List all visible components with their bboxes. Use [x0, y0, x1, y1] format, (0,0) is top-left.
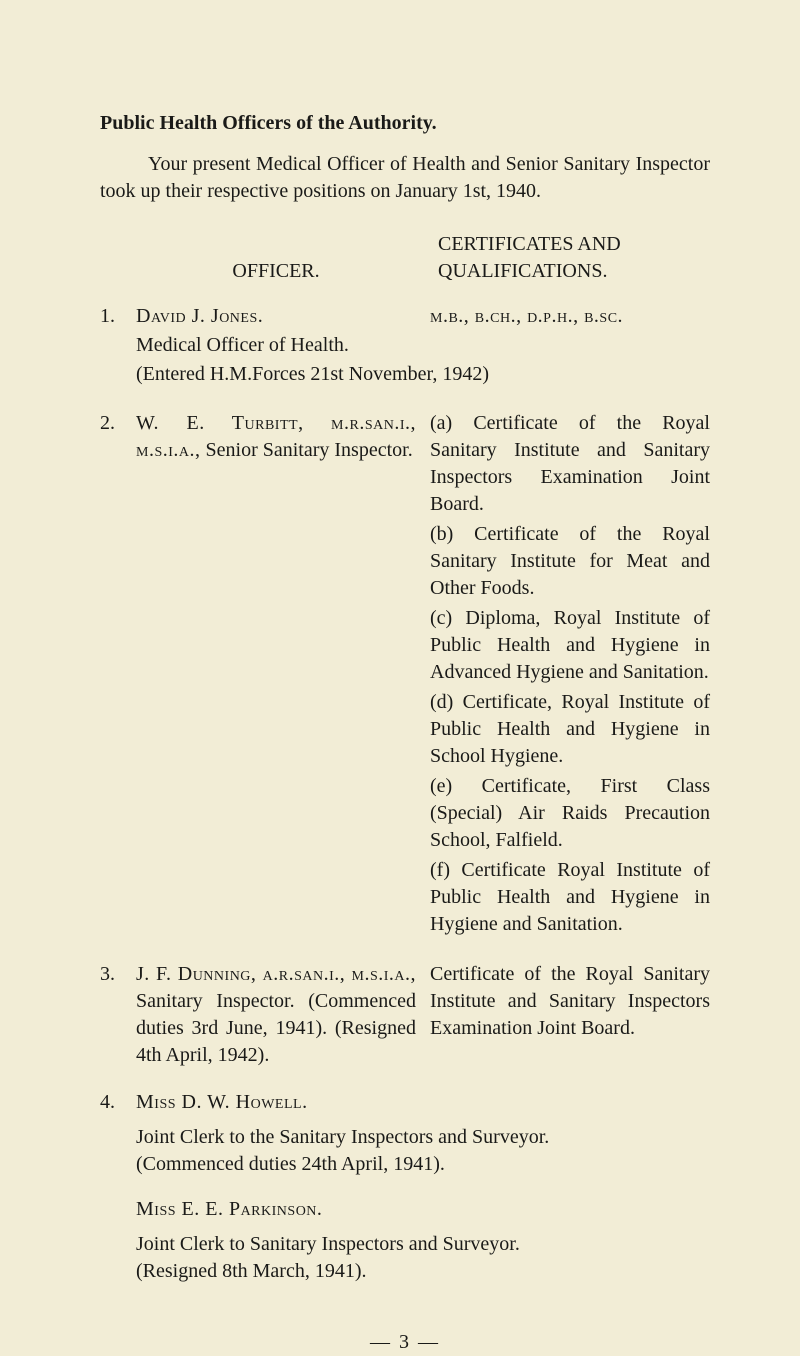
officer-row-4: 4. Miss D. W. Howell. Joint Clerk to the… [100, 1089, 710, 1285]
qualification-cell: Certificate of the Royal Sanitary Instit… [430, 961, 710, 1069]
officer-name-2: Miss E. E. Parkinson. [136, 1196, 710, 1223]
officer-credentials: m.b., b.ch., d.p.h., b.sc. [430, 305, 623, 327]
officer-row-1: 1. David J. Jones. m.b., b.ch., d.p.h., … [100, 303, 710, 330]
page-number: — 3 — [100, 1329, 710, 1356]
qual-e: (e) Certificate, First Class (Special) A… [430, 773, 710, 854]
qual-a: (a) Certificate of the Royal Sanitary In… [430, 410, 710, 518]
officer-cell: David J. Jones. [136, 303, 430, 330]
officer-name: W. E. Turbitt, [136, 412, 331, 434]
officer-role-line-2: Joint Clerk to Sanitary Inspectors and S… [136, 1231, 710, 1258]
officer-name: J. F. Dunning, [136, 963, 263, 985]
column-headers: OFFICER. CERTIFICATES AND QUALIFICATIONS… [100, 231, 710, 285]
officer-row-1c: (Entered H.M.Forces 21st November, 1942) [100, 361, 710, 388]
qual-f: (f) Certificate Royal Institute of Publi… [430, 857, 710, 938]
intro-paragraph: Your present Medical Officer of Health a… [100, 151, 710, 205]
officer-credentials: a.r.san.i., m.s.i.a., [263, 963, 416, 985]
qualification-cell: m.b., b.ch., d.p.h., b.sc. [430, 303, 710, 330]
header-certs: CERTIFICATES AND QUALIFICATIONS. [430, 231, 710, 285]
section-title: Public Health Officers of the Authority. [100, 110, 710, 137]
officer-name: Miss D. W. Howell. [136, 1089, 710, 1116]
qual-d: (d) Certificate, Royal Institute of Publ… [430, 689, 710, 770]
header-officer: OFFICER. [136, 231, 430, 285]
row-number: 1. [100, 303, 136, 330]
page: Public Health Officers of the Authority.… [0, 0, 800, 1303]
qual-b: (b) Certificate of the Royal Sanitary In… [430, 521, 710, 602]
row-number: 2. [100, 410, 136, 941]
officer-row-3: 3. J. F. Dunning, a.r.san.i., m.s.i.a., … [100, 961, 710, 1069]
officer-note: (Commenced duties 24th April, 1941). [136, 1151, 710, 1178]
officer-row-1b: Medical Officer of Health. [100, 332, 710, 359]
officer-cell: W. E. Turbitt, m.r.san.i., m.s.i.a., Sen… [136, 410, 430, 941]
officer-role: Medical Officer of Health. [136, 332, 430, 359]
qualification-cell: (a) Certificate of the Royal Sanitary In… [430, 410, 710, 941]
officer-role: Senior Sanitary Inspector. [201, 439, 413, 461]
officer-note: (Entered H.M.Forces 21st November, 1942) [136, 361, 710, 388]
officer-role: Sanitary Inspector. (Commenced duties 3r… [136, 990, 416, 1066]
officer-cell: J. F. Dunning, a.r.san.i., m.s.i.a., San… [136, 961, 430, 1069]
officer-role-line: Joint Clerk to the Sanitary Inspectors a… [136, 1124, 710, 1151]
officer-row-2: 2. W. E. Turbitt, m.r.san.i., m.s.i.a., … [100, 410, 710, 941]
officer-name: David J. Jones. [136, 305, 263, 327]
qual-c: (c) Diploma, Royal Institute of Public H… [430, 605, 710, 686]
row-number: 4. [100, 1089, 136, 1285]
officer-note-2: (Resigned 8th March, 1941). [136, 1258, 710, 1285]
row-number: 3. [100, 961, 136, 1069]
